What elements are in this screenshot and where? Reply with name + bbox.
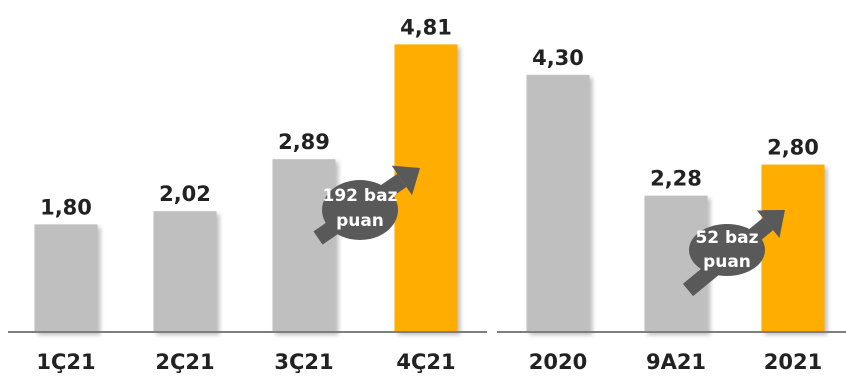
bar-1Ç21 (34, 224, 98, 332)
tick-label-4Ç21: 4Ç21 (396, 350, 455, 374)
value-label-9A21: 2,28 (650, 167, 702, 191)
bar-3Ç21 (272, 159, 336, 332)
value-label-4Ç21: 4,81 (400, 15, 452, 39)
value-label-2Ç21: 2,02 (159, 182, 211, 206)
annotation-line-2: puan (336, 211, 384, 231)
tick-label-2020: 2020 (529, 350, 587, 374)
annotation-line-1: 52 baz (695, 228, 758, 248)
value-label-2021: 2,80 (767, 136, 819, 160)
tick-label-1Ç21: 1Ç21 (36, 350, 95, 374)
annotation-bubble (322, 180, 398, 240)
bar-2020 (526, 74, 590, 333)
arrow-head-icon (756, 210, 785, 238)
bar-4Ç21 (394, 44, 458, 332)
annotation-bubble (689, 224, 765, 276)
tick-label-2021: 2021 (764, 350, 822, 374)
value-label-3Ç21: 2,89 (278, 130, 330, 154)
tick-label-9A21: 9A21 (646, 350, 706, 374)
left-chart-panel: 1,80 1Ç21 2,02 2Ç21 2,89 3Ç21 4,81 4Ç21 192 baz p… (8, 15, 487, 374)
growth-arrow-annotation: 192 baz puan (313, 165, 420, 245)
arrow-head-icon (391, 165, 420, 196)
bar-2021 (761, 164, 825, 332)
tick-label-3Ç21: 3Ç21 (274, 350, 333, 374)
annotation-line-2: puan (703, 252, 751, 272)
bar-2Ç21 (153, 211, 217, 332)
right-chart-panel: 4,30 2020 2,28 9A21 2,80 2021 52 baz puan (497, 46, 846, 374)
tick-label-2Ç21: 2Ç21 (155, 350, 214, 374)
growth-arrow-annotation: 52 baz puan (682, 210, 785, 297)
value-label-2020: 4,30 (532, 46, 584, 70)
annotation-line-1: 192 baz (323, 186, 398, 206)
value-label-1Ç21: 1,80 (40, 195, 92, 219)
